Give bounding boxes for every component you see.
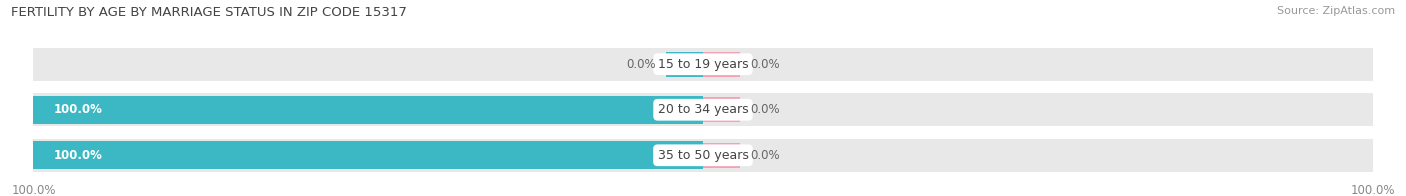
Bar — [703, 143, 740, 168]
Bar — [703, 97, 740, 122]
Bar — [34, 96, 703, 124]
Text: 0.0%: 0.0% — [749, 149, 779, 162]
Text: 0.0%: 0.0% — [749, 58, 779, 71]
Bar — [34, 48, 1372, 81]
Bar — [34, 139, 1372, 172]
Text: 0.0%: 0.0% — [749, 103, 779, 116]
Text: Source: ZipAtlas.com: Source: ZipAtlas.com — [1277, 6, 1395, 16]
Bar — [34, 141, 703, 169]
Text: 15 to 19 years: 15 to 19 years — [658, 58, 748, 71]
Text: 0.0%: 0.0% — [627, 58, 657, 71]
Text: 100.0%: 100.0% — [53, 103, 103, 116]
Text: FERTILITY BY AGE BY MARRIAGE STATUS IN ZIP CODE 15317: FERTILITY BY AGE BY MARRIAGE STATUS IN Z… — [11, 6, 408, 19]
Bar — [666, 52, 703, 77]
Text: 35 to 50 years: 35 to 50 years — [658, 149, 748, 162]
Text: 100.0%: 100.0% — [53, 149, 103, 162]
Text: 20 to 34 years: 20 to 34 years — [658, 103, 748, 116]
Bar — [34, 93, 1372, 126]
Bar — [703, 52, 740, 77]
